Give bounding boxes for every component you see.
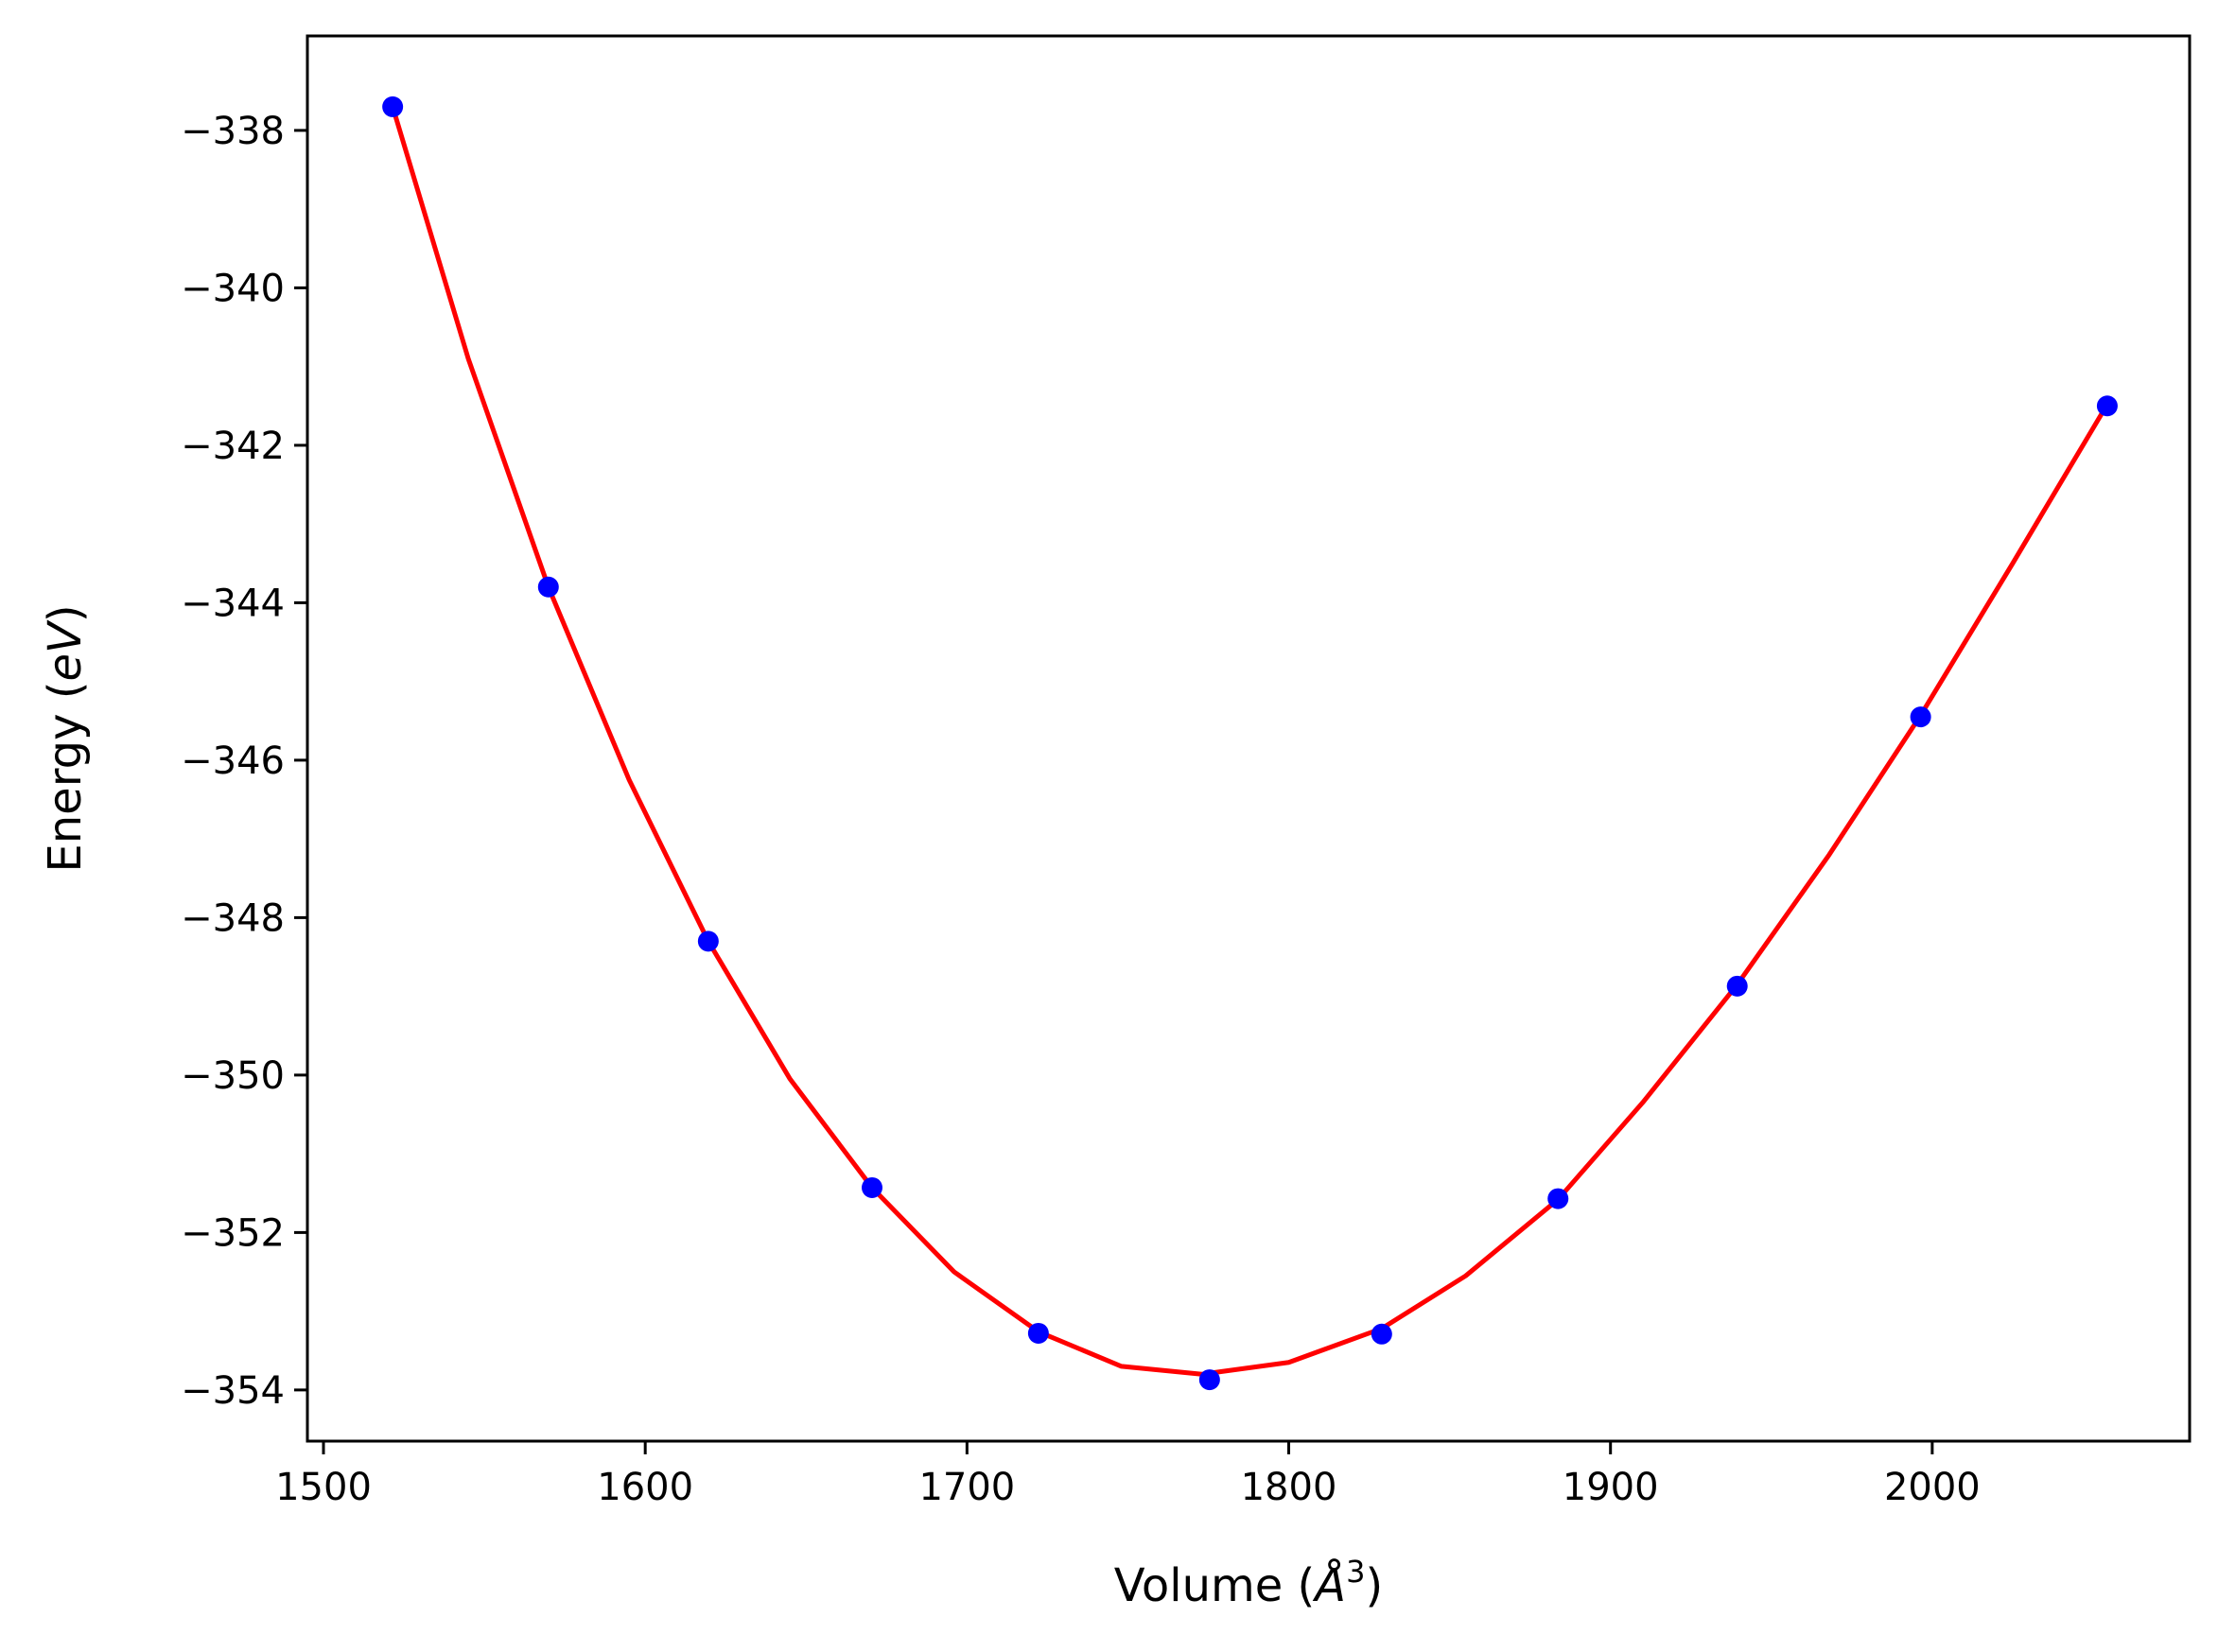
data-point bbox=[537, 576, 559, 598]
y-axis-label: Energy (eV) bbox=[39, 604, 92, 872]
y-tick-label: −344 bbox=[181, 582, 285, 625]
data-point bbox=[862, 1176, 882, 1198]
x-tick-label: 1600 bbox=[597, 1466, 693, 1509]
data-point bbox=[2096, 395, 2118, 417]
plot-frame bbox=[306, 34, 2192, 1443]
x-tick-label: 1900 bbox=[1563, 1466, 1659, 1509]
data-point bbox=[1726, 975, 1748, 997]
y-tick-label: −350 bbox=[181, 1054, 285, 1098]
x-axis-label: Volume (Å3) bbox=[1114, 1554, 1383, 1612]
y-tick-label: −354 bbox=[181, 1369, 285, 1413]
data-point bbox=[1371, 1323, 1392, 1345]
data-point bbox=[1198, 1369, 1220, 1391]
data-point bbox=[1027, 1322, 1049, 1344]
y-tick-label: −352 bbox=[181, 1211, 285, 1255]
y-tick-label: −348 bbox=[181, 896, 285, 940]
data-point bbox=[1547, 1188, 1569, 1209]
data-point bbox=[1910, 706, 1931, 728]
y-tick-label: −338 bbox=[181, 110, 285, 153]
x-tick-label: 1700 bbox=[918, 1466, 1015, 1509]
x-tick-label: 2000 bbox=[1884, 1466, 1981, 1509]
y-tick-label: −346 bbox=[181, 739, 285, 783]
x-tick-label: 1500 bbox=[275, 1466, 372, 1509]
data-points-layer bbox=[382, 96, 2118, 1391]
y-axis-ticks: −338 −340 −342 −344 −346 −348 −350 −352 −354 bbox=[181, 110, 307, 1413]
x-axis-ticks: 1500 1600 1700 1800 1900 2000 bbox=[275, 1441, 1981, 1509]
x-tick-label: 1800 bbox=[1241, 1466, 1337, 1509]
data-point bbox=[382, 96, 404, 117]
data-point bbox=[697, 930, 719, 952]
y-tick-label: −342 bbox=[181, 425, 285, 468]
y-tick-label: −340 bbox=[181, 267, 285, 310]
plot-area bbox=[307, 36, 2190, 1441]
